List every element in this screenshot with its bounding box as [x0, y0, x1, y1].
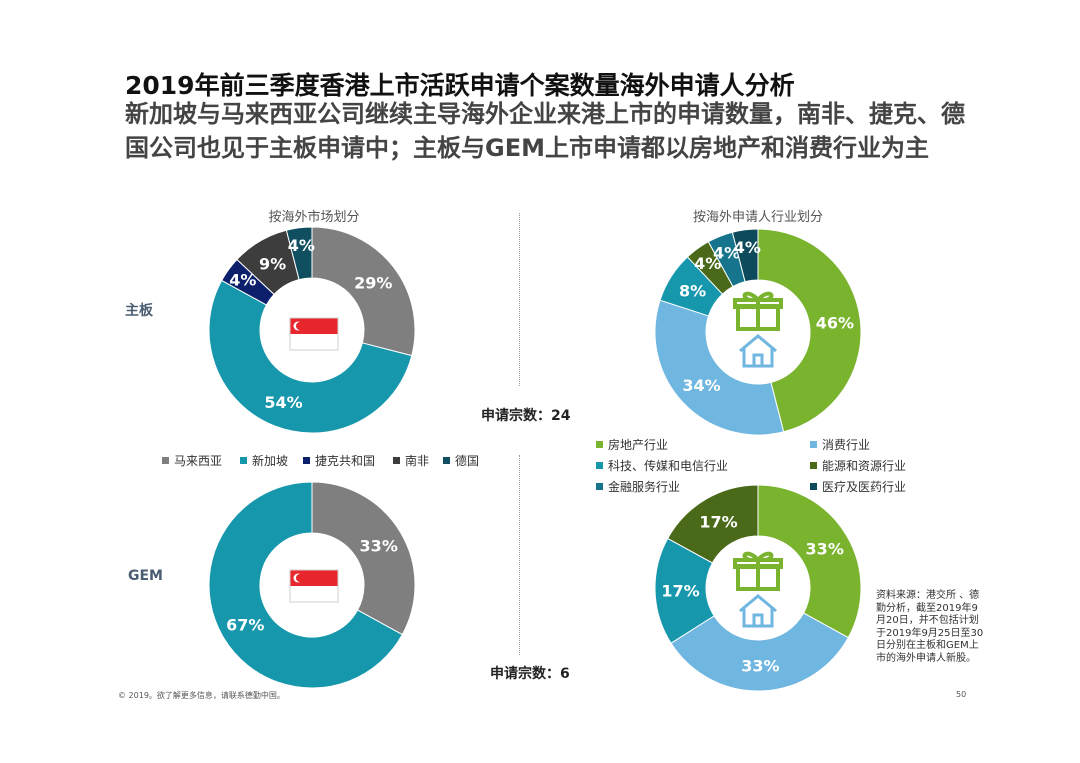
page-subtitle: 新加坡与马来西亚公司继续主导海外企业来港上市的申请数量，南非、捷克、德国公司也见… — [125, 100, 965, 162]
legend-label: 南非 — [405, 454, 430, 468]
market-gem-slice-1 — [208, 481, 403, 689]
legend-label: 科技、传媒和电信行业 — [608, 459, 729, 473]
legend-item-real-estate: 房地产行业 — [596, 436, 668, 453]
row-label-main: 主板 — [125, 303, 153, 319]
left-section-title: 按海外市场划分 — [268, 210, 360, 225]
legend-label: 医疗及医药行业 — [822, 480, 907, 494]
industry-main-label-1: 34% — [682, 376, 720, 395]
market-main-slice-0 — [311, 226, 416, 357]
industry-gem-label-0: 33% — [806, 540, 844, 559]
legend-item-germany: 德国 — [443, 452, 479, 469]
legend-swatch — [596, 462, 603, 469]
industry-main-slice-5 — [731, 228, 759, 283]
market-gem-label-0: 33% — [360, 537, 398, 556]
gift-icon — [733, 291, 783, 331]
industry-main-label-5: 4% — [734, 238, 761, 257]
market-gem-label-1: 67% — [226, 615, 264, 634]
industry-gem-label-2: 17% — [661, 581, 699, 600]
market-main-label-4: 4% — [288, 236, 315, 255]
row-label-gem: GEM — [128, 568, 163, 584]
page-title: 2019年前三季度香港上市活跃申请个案数量海外申请人分析 — [125, 71, 795, 100]
legend-label: 马来西亚 — [174, 454, 223, 468]
right-section-title: 按海外申请人行业划分 — [692, 210, 823, 225]
legend-swatch — [162, 457, 169, 464]
gift-icon — [733, 551, 783, 591]
legend-swatch — [303, 457, 310, 464]
legend-item-consumer: 消费行业 — [810, 436, 870, 453]
count-main: 申请宗数：24 — [481, 408, 571, 424]
legend-swatch — [596, 441, 603, 448]
industry-gem-label-3: 17% — [699, 512, 737, 531]
legend-item-south-africa: 南非 — [393, 452, 429, 469]
industry-gem-label-1: 33% — [741, 656, 779, 675]
market-gem-slice-0 — [311, 481, 416, 636]
singapore-flag-icon — [289, 569, 339, 603]
house-icon — [739, 594, 777, 628]
industry-main-slice-0 — [757, 228, 862, 433]
market-main-label-2: 4% — [229, 271, 256, 290]
market-main-label-0: 29% — [354, 273, 392, 292]
industry-gem-slice-0 — [757, 484, 862, 639]
industry-gem-slice-3 — [667, 484, 759, 564]
source-note: 资料来源：港交所 、德勤分析，截至2019年9月20日，并不包括计划于2019年… — [876, 590, 984, 664]
legend-swatch — [393, 457, 400, 464]
industry-main-label-0: 46% — [816, 313, 854, 332]
industry-main-label-3: 4% — [694, 254, 721, 273]
legend-swatch — [810, 441, 817, 448]
legend-label: 金融服务行业 — [608, 480, 681, 494]
legend-item-energy: 能源和资源行业 — [810, 457, 906, 474]
industry-main-label-2: 8% — [679, 281, 706, 300]
legend-item-healthcare: 医疗及医药行业 — [810, 478, 906, 495]
market-main-label-3: 9% — [259, 254, 286, 273]
legend-swatch — [596, 483, 603, 490]
legend-item-czech: 捷克共和国 — [303, 452, 375, 469]
industry-main-slice-1 — [654, 299, 785, 436]
legend-label: 消费行业 — [822, 438, 871, 452]
industry-main-label-4: 4% — [713, 244, 740, 263]
legend-label: 德国 — [455, 454, 480, 468]
market-main-slice-1 — [208, 279, 413, 434]
market-main-label-1: 54% — [264, 393, 302, 412]
legend-swatch — [810, 462, 817, 469]
singapore-flag-icon — [289, 317, 339, 351]
legend-swatch — [240, 457, 247, 464]
legend-swatch — [810, 483, 817, 490]
legend-item-singapore: 新加坡 — [240, 452, 288, 469]
market-main-slice-4 — [285, 226, 313, 281]
legend-label: 捷克共和国 — [315, 454, 376, 468]
page-number: 50 — [956, 690, 967, 699]
divider-bottom — [519, 455, 520, 655]
footer-copyright: © 2019。欲了解更多信息，请联系德勤中国。 — [118, 691, 285, 700]
divider-top — [519, 213, 520, 386]
legend-item-tmt: 科技、传媒和电信行业 — [596, 457, 728, 474]
legend-label: 新加坡 — [252, 454, 289, 468]
count-gem: 申请宗数：6 — [490, 666, 570, 682]
legend-label: 房地产行业 — [608, 438, 669, 452]
industry-gem-slice-1 — [670, 612, 849, 692]
legend-item-malaysia: 马来西亚 — [162, 452, 222, 469]
house-icon — [739, 334, 777, 368]
legend-label: 能源和资源行业 — [822, 459, 907, 473]
legend-item-financial: 金融服务行业 — [596, 478, 680, 495]
legend-swatch — [443, 457, 450, 464]
